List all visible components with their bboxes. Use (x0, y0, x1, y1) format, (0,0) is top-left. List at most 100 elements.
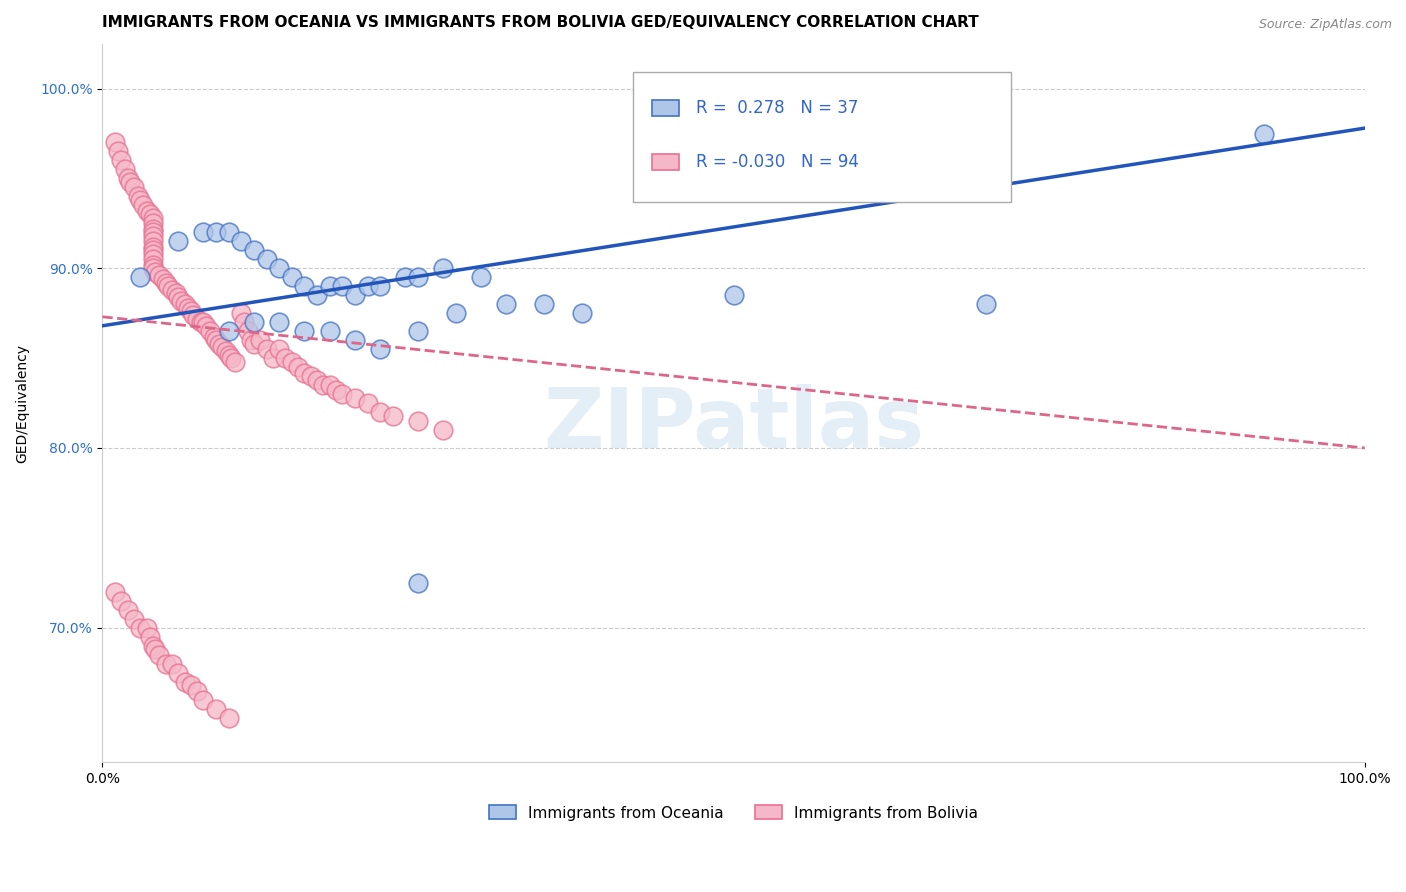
Point (394, 270, 416, 285)
Point (294, 366, 316, 380)
Point (142, 240, 165, 254)
Point (127, 189, 149, 203)
Point (974, 297, 997, 311)
Point (205, 333, 228, 347)
Point (129, 193, 152, 207)
Point (269, 261, 291, 276)
Point (236, 324, 259, 338)
Point (132, 198, 155, 212)
Text: IMMIGRANTS FROM OCEANIA VS IMMIGRANTS FROM BOLIVIA GED/EQUIVALENCY CORRELATION C: IMMIGRANTS FROM OCEANIA VS IMMIGRANTS FR… (103, 15, 979, 30)
Point (183, 308, 205, 322)
Point (167, 665, 190, 680)
Point (305, 288, 328, 302)
Point (240, 333, 263, 347)
Point (142, 639, 165, 653)
Point (107, 145, 129, 159)
Point (193, 225, 215, 239)
Point (243, 244, 266, 258)
Point (180, 678, 202, 692)
Point (167, 290, 190, 304)
Point (202, 329, 225, 343)
Point (190, 315, 212, 329)
Point (281, 355, 304, 369)
Point (406, 324, 429, 338)
Point (135, 203, 157, 218)
Point (205, 701, 228, 715)
Point (170, 293, 193, 308)
Text: ZIPatlas: ZIPatlas (543, 384, 924, 465)
FancyBboxPatch shape (651, 101, 679, 116)
Point (218, 710, 240, 724)
Point (205, 225, 228, 239)
Legend: Immigrants from Oceania, Immigrants from Bolivia: Immigrants from Oceania, Immigrants from… (482, 799, 984, 827)
Point (122, 612, 145, 626)
Point (142, 221, 165, 235)
Point (249, 333, 271, 347)
Y-axis label: GED/Equivalency: GED/Equivalency (15, 343, 30, 463)
Point (218, 324, 240, 338)
Point (142, 252, 165, 267)
Point (406, 575, 429, 590)
Point (193, 315, 215, 329)
Point (368, 405, 391, 419)
Point (318, 378, 340, 392)
Point (232, 315, 254, 329)
Point (155, 657, 177, 671)
Point (155, 276, 177, 290)
Point (135, 621, 157, 635)
Point (186, 683, 208, 698)
Point (368, 342, 391, 356)
Point (173, 674, 195, 689)
Point (330, 279, 353, 293)
Point (148, 648, 170, 662)
Point (406, 414, 429, 428)
Point (356, 396, 378, 410)
Point (104, 584, 127, 599)
Point (368, 279, 391, 293)
Point (231, 235, 253, 249)
Point (495, 297, 517, 311)
Point (142, 229, 165, 244)
Point (142, 261, 165, 276)
Point (294, 324, 316, 338)
Point (120, 175, 142, 189)
Point (256, 252, 278, 267)
Point (180, 304, 202, 318)
Point (218, 347, 240, 361)
Point (312, 378, 335, 392)
Point (274, 351, 297, 365)
Point (142, 216, 165, 230)
Point (269, 315, 291, 329)
Point (294, 279, 316, 293)
Point (218, 225, 240, 239)
Point (215, 343, 238, 358)
Point (356, 279, 378, 293)
Point (117, 171, 139, 186)
Point (287, 360, 309, 375)
Point (104, 136, 127, 150)
Point (165, 286, 187, 301)
Point (343, 288, 366, 302)
Point (325, 384, 347, 398)
Point (122, 180, 145, 194)
Point (231, 306, 253, 320)
Point (269, 342, 291, 356)
Point (343, 391, 366, 405)
Point (219, 351, 242, 365)
Text: Source: ZipAtlas.com: Source: ZipAtlas.com (1258, 18, 1392, 31)
Point (142, 235, 165, 249)
Point (256, 342, 278, 356)
Point (211, 340, 233, 354)
Point (114, 162, 136, 177)
Point (470, 270, 492, 285)
Text: R =  0.278   N = 37: R = 0.278 N = 37 (696, 99, 858, 118)
FancyBboxPatch shape (651, 154, 679, 170)
Point (142, 247, 165, 261)
Point (243, 336, 266, 351)
Point (142, 225, 165, 239)
Point (193, 692, 215, 706)
Point (299, 369, 322, 384)
Point (129, 270, 152, 285)
Point (142, 258, 165, 272)
Point (1253, 127, 1275, 141)
